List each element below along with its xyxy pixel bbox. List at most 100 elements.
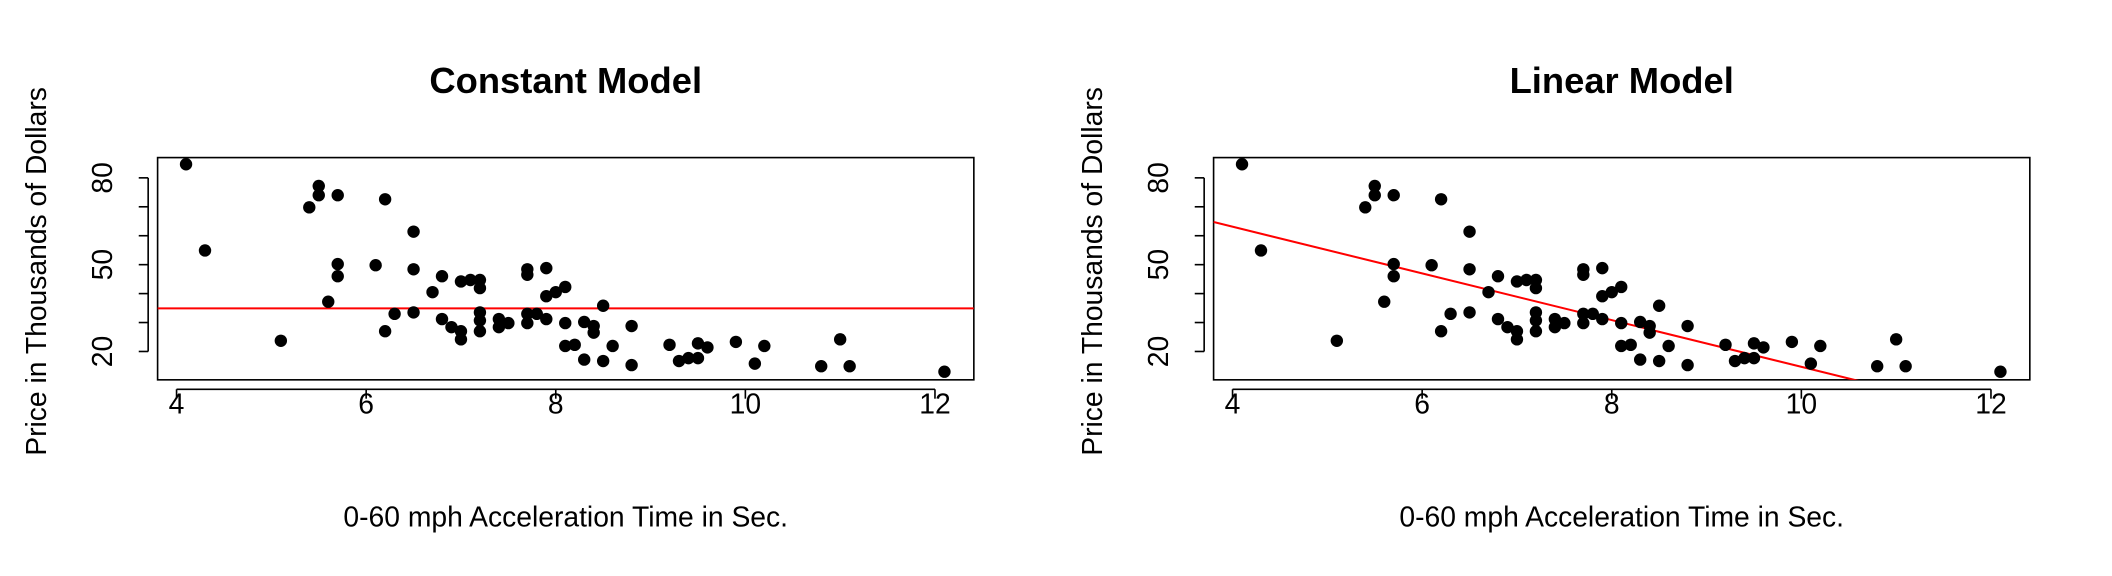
y-axis-label: Price in Thousands of Dollars xyxy=(20,87,52,456)
point xyxy=(1434,193,1448,206)
point xyxy=(540,290,553,303)
point xyxy=(682,351,695,365)
point xyxy=(1615,316,1628,330)
panel: Linear Model 0-60 mph Acceleration Time i… xyxy=(1076,60,2031,533)
point xyxy=(521,316,534,330)
point xyxy=(473,281,487,295)
point xyxy=(1330,334,1344,347)
point xyxy=(549,285,562,299)
x-axis-label: 0-60 mph Acceleration Time in Sec. xyxy=(343,501,788,533)
point xyxy=(1510,275,1524,288)
point xyxy=(1994,365,2007,378)
point xyxy=(1662,339,1675,353)
point xyxy=(663,338,676,352)
point xyxy=(1558,316,1571,330)
point xyxy=(1889,333,1903,346)
point xyxy=(833,333,847,346)
point xyxy=(1757,341,1770,354)
point xyxy=(1529,281,1543,295)
y-tick-label: 50 xyxy=(86,249,118,280)
point xyxy=(1529,325,1543,338)
point xyxy=(198,244,212,257)
point xyxy=(1615,280,1628,294)
y-tick-label: 50 xyxy=(1142,249,1174,280)
x-tick-label: 8 xyxy=(1604,388,1620,420)
point xyxy=(407,263,420,276)
y-tick-label: 20 xyxy=(1142,336,1174,367)
point xyxy=(435,312,449,326)
point xyxy=(1871,360,1884,373)
point xyxy=(1814,339,1827,353)
point xyxy=(435,270,449,283)
point xyxy=(1444,307,1457,321)
point xyxy=(559,339,572,353)
point xyxy=(559,280,572,294)
point xyxy=(1425,259,1438,272)
point xyxy=(1463,306,1476,319)
point xyxy=(758,339,771,353)
point xyxy=(815,360,828,373)
y-tick-label: 20 xyxy=(86,336,118,367)
plot-frame xyxy=(1212,156,2031,381)
point xyxy=(407,225,420,238)
point xyxy=(1804,357,1818,370)
point xyxy=(1387,270,1400,283)
point xyxy=(1387,257,1400,271)
point xyxy=(369,259,382,272)
point xyxy=(407,306,420,319)
x-tick-label: 10 xyxy=(1786,388,1817,420)
point xyxy=(587,326,600,339)
point xyxy=(1529,314,1543,327)
point xyxy=(454,333,468,346)
point xyxy=(691,351,705,365)
x-tick-label: 12 xyxy=(919,388,950,420)
point xyxy=(1254,244,1268,257)
point xyxy=(578,353,591,366)
point xyxy=(748,357,762,370)
point xyxy=(1747,337,1761,350)
point xyxy=(578,315,591,329)
point xyxy=(596,299,610,312)
point xyxy=(1652,354,1666,368)
point xyxy=(1652,299,1666,312)
point xyxy=(1482,285,1495,299)
x-tick-label: 10 xyxy=(730,388,761,420)
point xyxy=(1738,351,1751,365)
point xyxy=(1899,360,1912,373)
point xyxy=(1633,315,1647,329)
chart-title: Linear Model xyxy=(1510,60,1734,101)
point xyxy=(274,334,288,347)
x-tick-label: 8 xyxy=(548,388,564,420)
point xyxy=(691,337,705,350)
point xyxy=(331,257,344,271)
point xyxy=(331,189,344,202)
point xyxy=(331,270,344,283)
point xyxy=(322,295,335,308)
point xyxy=(426,285,439,299)
point xyxy=(606,339,619,353)
point xyxy=(1681,319,1694,333)
y-tick-label: 80 xyxy=(86,162,118,193)
point xyxy=(1235,158,1249,171)
x-tick-label: 12 xyxy=(1975,388,2006,420)
panel: Constant Model 0-60 mph Acceleration Time… xyxy=(20,60,975,533)
point xyxy=(1491,270,1505,283)
point xyxy=(625,319,638,333)
point xyxy=(1491,312,1505,326)
point xyxy=(1368,189,1381,202)
point xyxy=(378,193,392,206)
point xyxy=(1463,263,1476,276)
x-axis-label: 0-60 mph Acceleration Time in Sec. xyxy=(1399,501,1844,533)
point xyxy=(1643,326,1656,339)
x-tick-label: 4 xyxy=(1225,388,1241,420)
point xyxy=(179,158,193,171)
point xyxy=(1719,338,1732,352)
point xyxy=(1633,353,1647,366)
point xyxy=(1577,316,1590,330)
point xyxy=(843,360,856,373)
y-tick-label: 80 xyxy=(1142,162,1174,193)
point xyxy=(540,312,553,326)
point xyxy=(502,316,515,330)
